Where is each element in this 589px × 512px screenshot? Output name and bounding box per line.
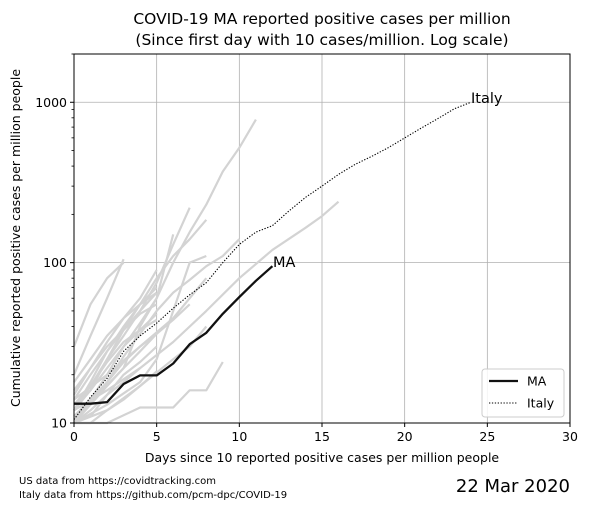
x-axis-label: Days since 10 reported positive cases pe… (145, 450, 500, 465)
italy-series-annotation: Italy (471, 91, 503, 107)
x-tick-label: 0 (70, 429, 78, 444)
chart-title-line1: COVID-19 MA reported positive cases per … (133, 10, 510, 28)
covid-chart: COVID-19 MA reported positive cases per … (0, 0, 589, 470)
x-tick-label: 15 (314, 429, 330, 444)
date-label: 22 Mar 2020 (456, 476, 570, 497)
x-tick-label: 30 (562, 429, 578, 444)
x-tick-label: 10 (231, 429, 247, 444)
source-us-note: US data from https://covidtracking.com (19, 476, 216, 487)
y-tick-label: 100 (43, 255, 67, 270)
x-tick-label: 25 (479, 429, 495, 444)
x-tick-label: 20 (397, 429, 413, 444)
background-series-group (74, 120, 339, 423)
legend-italy-label: Italy (527, 396, 555, 411)
legend: MA Italy (482, 369, 564, 417)
grid (74, 54, 570, 423)
y-axis-ticks: 10 100 1000 (35, 54, 74, 431)
legend-ma-label: MA (527, 374, 547, 389)
ma-series-line (74, 266, 272, 404)
chart-title-line2: (Since first day with 10 cases/million. … (135, 31, 508, 49)
x-tick-label: 5 (153, 429, 161, 444)
x-axis-ticks: 0 5 10 15 20 25 30 (70, 423, 578, 444)
source-italy-note: Italy data from https://github.com/pcm-d… (19, 490, 287, 501)
y-tick-label: 1000 (35, 95, 67, 110)
y-tick-label: 10 (51, 416, 67, 431)
ma-series-annotation: MA (273, 255, 296, 271)
y-axis-label: Cumulative reported positive cases per m… (8, 69, 23, 407)
